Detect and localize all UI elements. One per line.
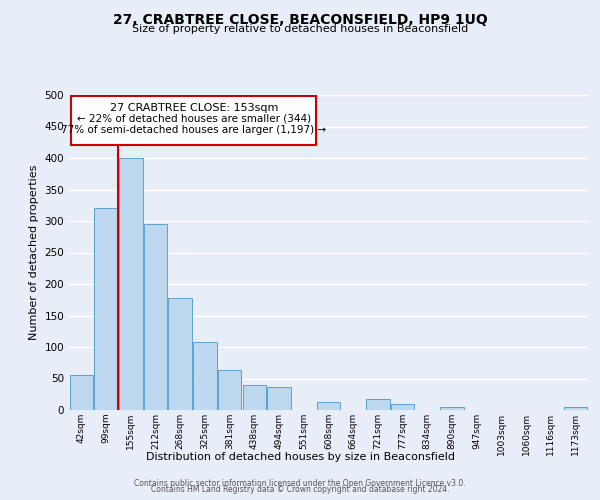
Text: ← 22% of detached houses are smaller (344): ← 22% of detached houses are smaller (34… — [77, 114, 311, 124]
Bar — [94, 208, 118, 410]
Text: 77% of semi-detached houses are larger (1,197) →: 77% of semi-detached houses are larger (… — [61, 125, 326, 135]
Text: 27 CRABTREE CLOSE: 153sqm: 27 CRABTREE CLOSE: 153sqm — [110, 102, 278, 113]
Text: Contains public sector information licensed under the Open Government Licence v3: Contains public sector information licen… — [134, 478, 466, 488]
Bar — [70, 376, 93, 410]
Bar — [564, 407, 587, 410]
Y-axis label: Number of detached properties: Number of detached properties — [29, 165, 39, 340]
Text: Contains HM Land Registry data © Crown copyright and database right 2024.: Contains HM Land Registry data © Crown c… — [151, 485, 449, 494]
Text: Size of property relative to detached houses in Beaconsfield: Size of property relative to detached ho… — [132, 24, 468, 34]
Bar — [144, 224, 167, 410]
Bar — [317, 402, 340, 410]
Bar — [366, 400, 389, 410]
Bar — [391, 404, 415, 410]
Text: 27, CRABTREE CLOSE, BEACONSFIELD, HP9 1UQ: 27, CRABTREE CLOSE, BEACONSFIELD, HP9 1U… — [113, 12, 487, 26]
Bar — [119, 158, 143, 410]
Bar — [169, 298, 192, 410]
Bar — [268, 386, 291, 410]
Text: Distribution of detached houses by size in Beaconsfield: Distribution of detached houses by size … — [146, 452, 455, 462]
Bar — [242, 385, 266, 410]
Bar — [440, 407, 464, 410]
Bar — [218, 370, 241, 410]
FancyBboxPatch shape — [71, 96, 316, 146]
Bar — [193, 342, 217, 410]
